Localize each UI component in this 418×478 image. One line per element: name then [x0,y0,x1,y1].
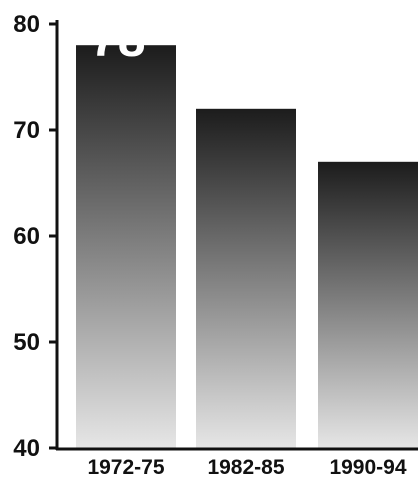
y-tick-label-50: 50 [13,329,40,356]
data-label-unit: % [146,15,167,42]
data-label-unit: % [262,57,283,84]
category-label-1982-85: 1982-85 [207,456,284,478]
axis-layer: 40 50 60 70 80 [13,11,418,462]
data-label-1972-75: 78% [90,11,167,67]
bar-1990-94 [318,161,418,449]
data-label-1990-94: 67% [328,103,405,159]
data-label-value: 67 [328,103,384,159]
data-label-value: 78 [90,11,146,67]
bar-1982-85 [196,108,296,449]
y-tick-label-60: 60 [13,223,40,250]
data-label-1982-85: 72% [206,53,283,109]
y-tick-label-80: 80 [13,11,40,38]
category-label-1990-94: 1990-94 [329,456,406,478]
bar-1972-75 [76,45,176,448]
bars-layer [76,45,418,449]
y-tick-label-40: 40 [13,435,40,462]
category-label-1972-75: 1972-75 [87,456,164,478]
data-label-unit: % [384,107,405,134]
y-tick-label-70: 70 [13,117,40,144]
data-label-value: 72 [206,53,262,109]
